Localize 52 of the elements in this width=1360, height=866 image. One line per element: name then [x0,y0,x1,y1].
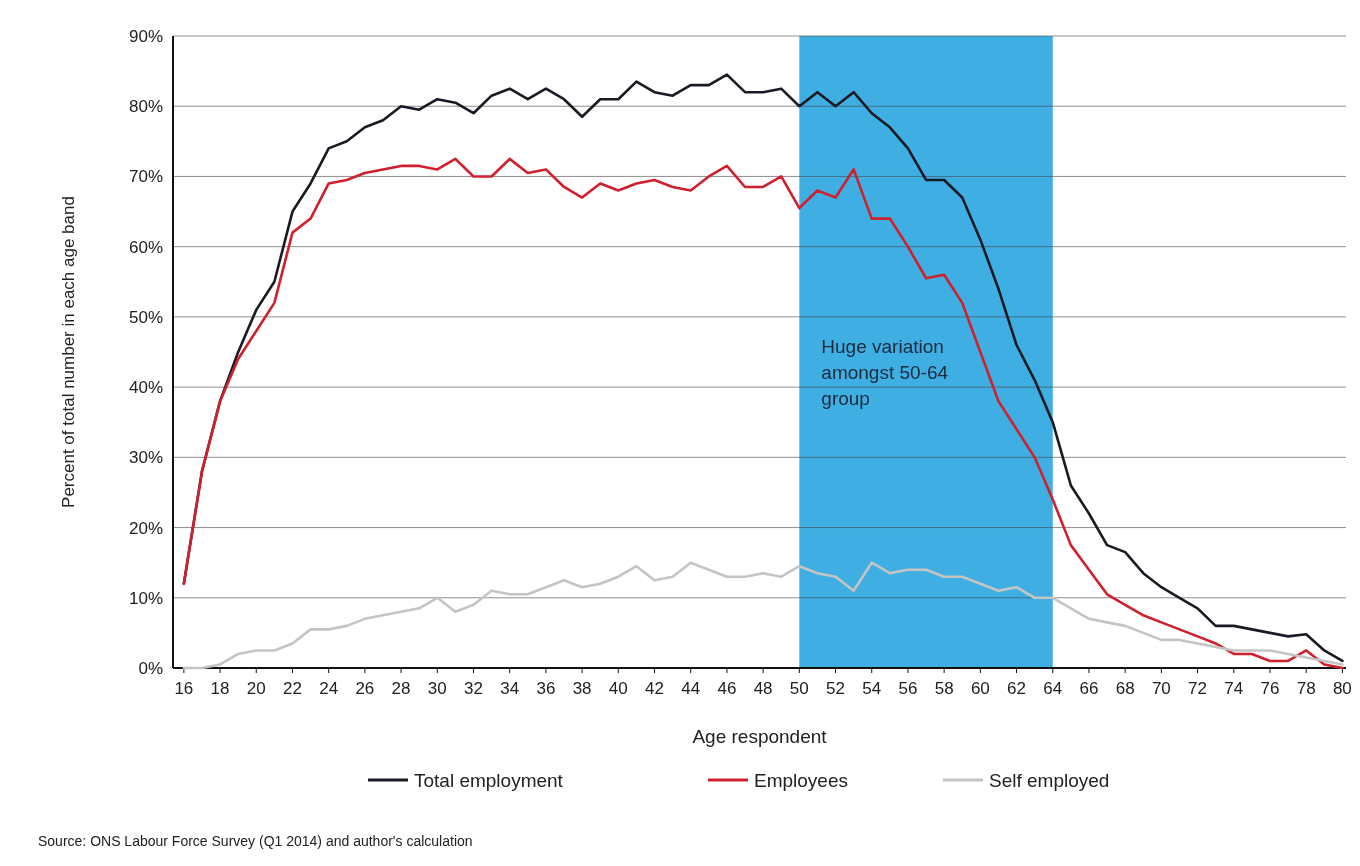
x-tick-label: 76 [1260,679,1280,698]
x-tick-label: 38 [572,679,592,698]
legend-label: Total employment [414,769,564,791]
x-tick-label: 40 [608,679,628,698]
y-tick-label: 50% [128,307,163,327]
legend-label: Employees [754,769,848,791]
line-series [182,157,1344,670]
x-tick-label: 78 [1296,679,1316,698]
y-tick-label: 60% [128,237,163,257]
x-tick-label: 70 [1151,679,1171,698]
x-tick-label: 26 [355,679,375,698]
x-tick-label: 54 [862,679,882,698]
y-tick-label: 30% [128,448,163,468]
x-tick-label: 36 [536,679,556,698]
x-tick-label: 30 [427,679,447,698]
x-tick-label: 16 [174,679,194,698]
x-tick-label: 22 [283,679,302,698]
x-tick-label: 58 [934,679,954,698]
x-tick-label: 60 [970,679,990,698]
x-tick-label: 20 [246,679,266,698]
x-tick-label: 24 [319,679,339,698]
x-tick-label: 42 [645,679,664,698]
x-tick-label: 56 [898,679,918,698]
x-tick-label: 18 [210,679,230,698]
x-tick-label: 34 [500,679,520,698]
x-tick-label: 62 [1007,679,1027,698]
y-tick-label: 70% [128,167,163,187]
x-tick-label: 68 [1115,679,1135,698]
x-tick-label: 46 [717,679,737,698]
x-tick-label: 72 [1188,679,1208,698]
x-tick-label: 28 [391,679,411,698]
x-tick-label: 48 [753,679,773,698]
band-label: Huge variation amongst 50-64 group [821,336,949,409]
line-series [182,561,1344,670]
y-tick-label: 20% [128,518,163,538]
y-tick-label: 10% [128,588,163,608]
x-tick-label: 80 [1332,679,1352,698]
x-tick-label: 64 [1043,679,1063,698]
source-note: Source: ONS Labour Force Survey (Q1 2014) and author's calculation [38,833,473,849]
x-tick-label: 32 [464,679,483,698]
y-tick-label: 0% [138,658,163,678]
x-tick-label: 52 [826,679,845,698]
y-tick-label: 90% [128,26,163,46]
x-tick-label: 66 [1079,679,1099,698]
x-axis-title: Age respondent [692,726,828,747]
x-tick-label: 50 [789,679,809,698]
x-tick-label: 74 [1224,679,1244,698]
y-tick-label: 80% [128,97,163,117]
legend-label: Self employed [989,769,1110,791]
y-tick-label: 40% [128,378,163,398]
x-tick-label: 44 [681,679,701,698]
y-axis-title: Percent of total number in each age band [59,196,78,508]
